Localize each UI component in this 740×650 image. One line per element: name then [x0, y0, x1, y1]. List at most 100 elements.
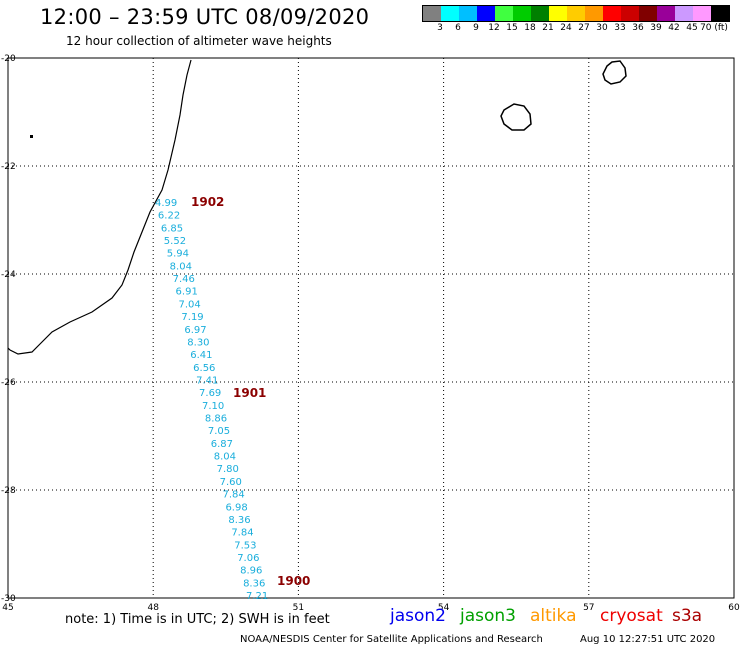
colorbar-swatch [675, 6, 693, 21]
colorbar-labels: 3 6 9 12 15 18 21 24 27 30 33 36 39 42 45 70 (ft) [422, 23, 740, 37]
colorbar-swatch [423, 6, 441, 21]
swh-value: 7.41 [196, 375, 218, 386]
map-title: 12:00 – 23:59 UTC 08/09/2020 [40, 5, 370, 29]
map-subtitle: 12 hour collection of altimeter wave hei… [66, 34, 332, 48]
colorbar-swatch [549, 6, 567, 21]
swh-value: 5.52 [164, 236, 186, 247]
colorbar-label: 33 [614, 23, 626, 33]
colorbar-label: 9 [473, 23, 479, 33]
map-frame [7, 57, 735, 599]
colorbar-label: 3 [437, 23, 443, 33]
track-time-label: 1900 [277, 574, 310, 588]
track-time-label: 1902 [191, 195, 224, 209]
colorbar-label: 36 [632, 23, 644, 33]
small-islet [30, 135, 33, 138]
colorbar-swatch [657, 6, 675, 21]
colorbar-swatch [621, 6, 639, 21]
colorbar-swatch [567, 6, 585, 21]
legend-cryosat: cryosat [600, 606, 663, 626]
legend-jason3: jason3 [460, 606, 516, 626]
colorbar-swatch [441, 6, 459, 21]
swh-value: 6.87 [211, 439, 233, 450]
axis-ticks: 45 48 51 54 57 60 -20 -22 -24 -26 -28 -30 [1, 54, 740, 613]
swh-value: 7.10 [202, 401, 224, 412]
colorbar-swatch [459, 6, 477, 21]
swh-value: 7.80 [217, 464, 239, 475]
swh-value: 7.60 [220, 477, 242, 488]
swh-value: 7.69 [199, 388, 221, 399]
colorbar-label: 39 [650, 23, 662, 33]
swh-value: 8.36 [243, 578, 265, 589]
swh-value: 4.99 [155, 198, 177, 209]
colorbar-swatch [585, 6, 603, 21]
reunion-island [500, 103, 532, 131]
swh-value: 5.94 [167, 249, 189, 260]
swh-value: 8.30 [187, 337, 209, 348]
colorbar-label: 15 [506, 23, 518, 33]
colorbar-swatch [603, 6, 621, 21]
swh-value: 7.84 [223, 490, 245, 501]
lon-tick-label: 54 [438, 603, 450, 613]
swh-value: 8.96 [240, 566, 262, 577]
colorbar-label: 30 [596, 23, 608, 33]
colorbar-swatch [495, 6, 513, 21]
swh-value: 7.19 [181, 312, 203, 323]
wave-height-colorbar [422, 5, 730, 22]
colorbar-label: 42 [668, 23, 680, 33]
swh-value: 6.56 [193, 363, 215, 374]
swh-value: 6.91 [176, 287, 198, 298]
altimeter-track: 4.996.226.855.525.948.047.466.917.047.19… [155, 198, 268, 602]
lat-tick-label: -20 [1, 54, 16, 64]
colorbar-swatch [693, 6, 711, 21]
lat-tick-label: -26 [1, 378, 16, 388]
swh-value: 6.41 [190, 350, 212, 361]
generation-timestamp: Aug 10 12:27:51 UTC 2020 [580, 634, 716, 645]
swh-value: 7.53 [234, 540, 256, 551]
colorbar-label: 6 [455, 23, 461, 33]
lat-tick-label: -30 [1, 594, 16, 604]
colorbar-swatch [513, 6, 531, 21]
colorbar-swatch [531, 6, 549, 21]
legend-altika: altika [530, 606, 577, 626]
swh-value: 8.04 [170, 261, 192, 272]
colorbar-label: 21 [542, 23, 554, 33]
lon-tick-label: 48 [147, 603, 159, 613]
colorbar-label: 70 (ft) [700, 23, 728, 33]
mauritius-island [602, 60, 627, 85]
legend-s3a: s3a [672, 606, 703, 626]
swh-value: 7.46 [173, 274, 195, 285]
colorbar-label: 45 [686, 23, 698, 33]
legend-jason2: jason2 [390, 606, 446, 626]
lon-tick-label: 45 [2, 603, 13, 613]
swh-value: 7.84 [231, 528, 253, 539]
swh-value: 6.85 [161, 223, 183, 234]
swh-value: 8.04 [214, 452, 236, 463]
swh-value: 7.04 [178, 299, 200, 310]
colorbar-swatch [477, 6, 495, 21]
colorbar-swatch [639, 6, 657, 21]
swh-value: 6.98 [225, 502, 247, 513]
colorbar-swatch [711, 6, 729, 21]
swh-value: 7.05 [208, 426, 230, 437]
colorbar-label: 24 [560, 23, 572, 33]
map-grid [8, 58, 734, 598]
swh-value: 6.22 [158, 211, 180, 222]
swh-value: 6.97 [184, 325, 206, 336]
swh-value: 7.06 [237, 553, 259, 564]
credit-line: NOAA/NESDIS Center for Satellite Applica… [240, 634, 543, 645]
lat-tick-label: -24 [1, 270, 16, 280]
colorbar-label: 27 [578, 23, 590, 33]
lon-tick-label: 51 [293, 603, 304, 613]
lon-tick-label: 60 [728, 603, 740, 613]
track-time-labels: 1902 1901 1900 [191, 195, 310, 588]
swh-value: 7.21 [246, 591, 268, 602]
swh-value: 8.36 [228, 515, 250, 526]
track-time-label: 1901 [233, 386, 266, 400]
lon-tick-label: 57 [583, 603, 594, 613]
lat-tick-label: -22 [1, 162, 16, 172]
colorbar-label: 18 [524, 23, 536, 33]
swh-value: 8.86 [205, 414, 227, 425]
lat-tick-label: -28 [1, 486, 16, 496]
colorbar-label: 12 [488, 23, 500, 33]
